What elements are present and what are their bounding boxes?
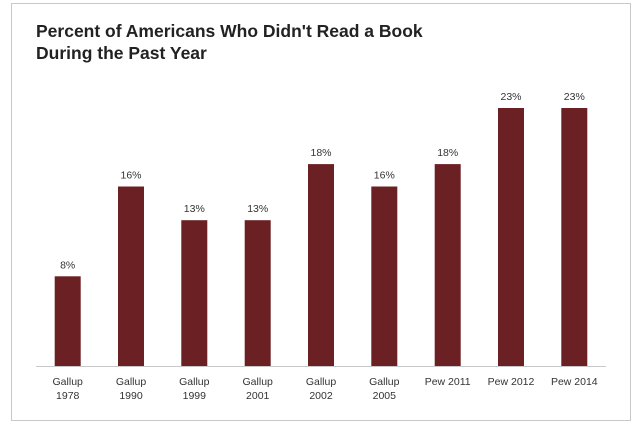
data-label-4: 18% bbox=[310, 147, 331, 159]
category-label-6-line-0: Pew 2011 bbox=[425, 376, 471, 388]
category-label-0-line-0: Gallup bbox=[53, 376, 84, 388]
category-label-3-line-1: 2001 bbox=[246, 390, 270, 402]
data-label-5: 16% bbox=[374, 170, 395, 182]
bar-4 bbox=[308, 164, 334, 366]
category-label-2: Gallup 1999 bbox=[179, 376, 210, 402]
category-label-1-line-1: 1990 bbox=[119, 390, 143, 402]
bar-7 bbox=[498, 108, 524, 366]
category-label-5: Gallup 2005 bbox=[369, 376, 400, 402]
bar-3 bbox=[244, 220, 271, 366]
category-label-4: Gallup 2002 bbox=[306, 376, 337, 402]
category-label-4-line-0: Gallup bbox=[306, 376, 337, 388]
category-label-3: Gallup 2001 bbox=[243, 376, 274, 402]
category-label-1-line-0: Gallup bbox=[116, 376, 147, 388]
data-label-6: 18% bbox=[437, 147, 458, 159]
category-label-2-line-0: Gallup bbox=[179, 376, 210, 388]
bar-1 bbox=[118, 186, 144, 366]
category-label-8: Pew 2014 bbox=[551, 376, 598, 388]
category-label-5-line-0: Gallup bbox=[369, 376, 400, 388]
category-label-0-line-1: 1978 bbox=[56, 390, 80, 402]
category-label-7-line-0: Pew 2012 bbox=[488, 376, 535, 388]
data-label-8: 23% bbox=[564, 91, 585, 103]
data-label-2: 13% bbox=[184, 203, 205, 215]
data-label-3: 13% bbox=[247, 203, 268, 215]
bar-2 bbox=[181, 220, 208, 366]
chart-title-line-1: Percent of Americans Who Didn't Read a B… bbox=[36, 21, 423, 41]
bar-0 bbox=[54, 276, 81, 366]
bar-6 bbox=[434, 164, 461, 366]
chart-title-line-2: During the Past Year bbox=[36, 43, 207, 63]
bar-5 bbox=[371, 186, 398, 366]
category-label-1: Gallup 1990 bbox=[116, 376, 147, 402]
data-label-0: 8% bbox=[60, 259, 75, 271]
category-label-4-line-1: 2002 bbox=[309, 390, 333, 402]
category-label-7: Pew 2012 bbox=[488, 376, 535, 388]
category-label-5-line-1: 2005 bbox=[373, 390, 397, 402]
chart-title: Percent of Americans Who Didn't Read a B… bbox=[36, 20, 596, 64]
data-label-1: 16% bbox=[120, 170, 141, 182]
data-label-7: 23% bbox=[500, 91, 521, 103]
category-label-3-line-0: Gallup bbox=[243, 376, 274, 388]
category-label-8-line-0: Pew 2014 bbox=[551, 376, 598, 388]
category-label-2-line-1: 1999 bbox=[183, 390, 207, 402]
category-label-6: Pew 2011 bbox=[425, 376, 471, 388]
category-label-0: Gallup 1978 bbox=[53, 376, 84, 402]
bar-8 bbox=[561, 108, 588, 366]
